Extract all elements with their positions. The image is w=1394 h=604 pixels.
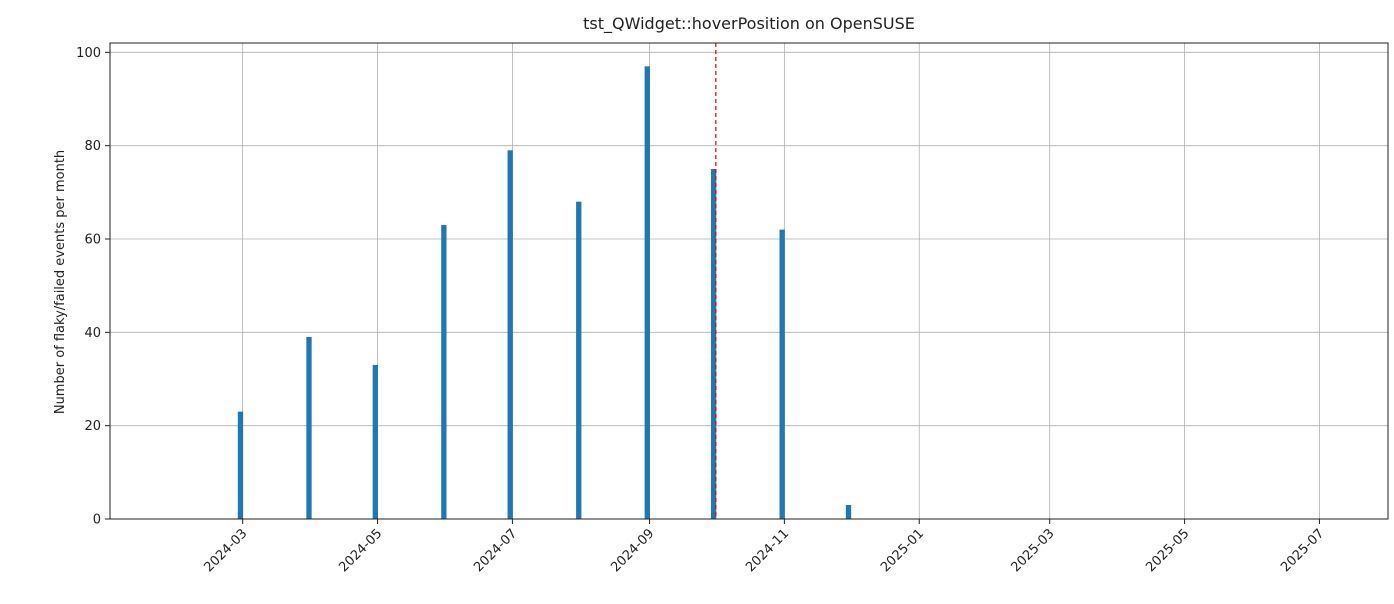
- y-tick-label: 20: [84, 419, 101, 434]
- bar: [372, 365, 378, 519]
- x-tick-label: 2025-03: [1009, 526, 1058, 575]
- x-tick-label: 2025-07: [1278, 526, 1327, 575]
- y-tick-label: 80: [84, 139, 101, 154]
- y-tick-label: 0: [93, 513, 101, 528]
- x-tick-label: 2025-05: [1143, 526, 1192, 575]
- bar: [710, 169, 717, 519]
- bar: [306, 337, 312, 519]
- chart-title: tst_QWidget::hoverPosition on OpenSUSE: [583, 14, 915, 34]
- y-tick-label: 40: [84, 326, 101, 341]
- y-tick-label: 100: [76, 46, 101, 61]
- bar: [576, 201, 582, 519]
- x-tick-label: 2024-11: [743, 526, 792, 575]
- plot-frame: [109, 42, 1389, 520]
- bar: [779, 229, 785, 519]
- bar: [845, 505, 852, 519]
- x-tick-label: 2024-07: [471, 526, 520, 575]
- bar: [441, 225, 447, 519]
- bar: [237, 411, 244, 519]
- bar: [644, 66, 650, 519]
- x-tick-label: 2024-09: [608, 526, 657, 575]
- bar: [507, 150, 513, 520]
- x-tick-label: 2025-01: [878, 526, 927, 575]
- x-tick-label: 2024-05: [336, 526, 385, 575]
- y-tick-label: 60: [84, 233, 101, 248]
- y-axis-label: Number of flaky/failed events per month: [53, 150, 68, 414]
- x-tick-label: 2024-03: [201, 526, 250, 575]
